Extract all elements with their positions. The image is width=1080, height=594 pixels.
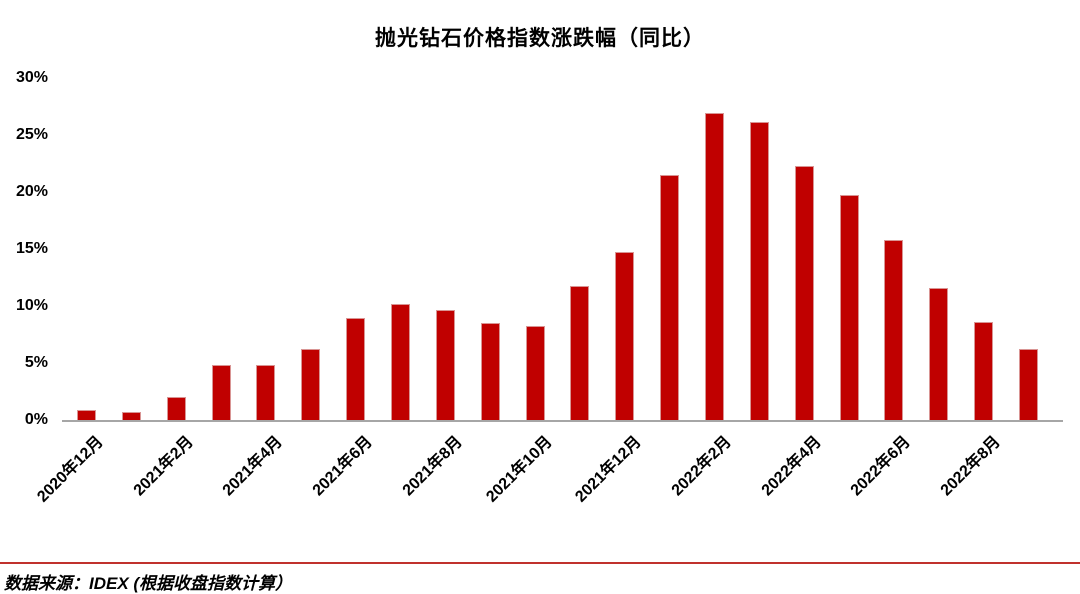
bar-2021年2月 (166, 397, 186, 421)
bar-2020年12月 (77, 409, 96, 421)
bar-2022年7月 (929, 287, 949, 421)
bar-2021年7月 (390, 303, 410, 421)
x-axis-labels: 2020年12月 2021年2月 2021年4月 2021年6月 2021年8月 2021… (34, 429, 1062, 549)
bar-2022年5月 (839, 195, 859, 421)
y-axis-labels: 0% 5% 10% 15% 20% 25% 30% (0, 0, 50, 430)
x-tick-label: 2020年12月 (34, 433, 107, 506)
x-tick-label: 2022年6月 (848, 433, 915, 500)
y-tick-label: 15% (15, 240, 48, 257)
bar-2022年3月 (749, 122, 769, 421)
bar-2022年4月 (794, 165, 814, 421)
x-tick-label: 2022年4月 (758, 433, 825, 500)
x-tick-label: 2021年4月 (220, 433, 287, 500)
y-tick-label: 0% (24, 411, 48, 428)
bars-container (62, 0, 1062, 421)
bar-2022年2月 (704, 113, 724, 421)
footer-separator-line (0, 562, 1080, 564)
x-tick-label: 2022年8月 (937, 433, 1004, 500)
x-axis-line (62, 420, 1063, 422)
bar-2021年3月 (211, 365, 231, 421)
bar-2022年1月 (660, 174, 680, 421)
x-tick-label: 2021年6月 (309, 433, 376, 500)
y-tick-label: 30% (15, 69, 48, 86)
bar-2021年8月 (435, 310, 455, 421)
bar-2021年10月 (525, 326, 545, 421)
x-tick-label: 2021年12月 (572, 433, 646, 506)
plot-area (62, 0, 1062, 421)
x-tick-label: 2021年10月 (482, 433, 556, 506)
y-tick-label: 5% (24, 354, 48, 371)
bar-2022年8月 (974, 321, 994, 421)
x-tick-label: 2021年2月 (130, 433, 197, 500)
bar-2021年4月 (256, 365, 276, 421)
y-tick-label: 10% (15, 297, 48, 314)
y-tick-label: 25% (15, 126, 48, 143)
bar-2021年12月 (615, 252, 635, 421)
bar-2021年5月 (301, 349, 321, 421)
bar-2021年11月 (570, 286, 590, 421)
bar-2022年6月 (884, 239, 904, 421)
chart-title: 抛光钻石价格指数涨跌幅（同比） (375, 27, 705, 50)
y-tick-label: 20% (15, 183, 48, 200)
bar-2021年6月 (346, 318, 366, 421)
x-tick-label: 2021年8月 (399, 433, 466, 500)
source-note: 数据来源：IDEX (根据收盘指数计算） (4, 574, 293, 593)
bar-2022年9月 (1018, 349, 1038, 421)
x-tick-label: 2022年2月 (668, 433, 735, 500)
bar-2021年1月 (121, 411, 141, 421)
bar-2021年9月 (480, 322, 500, 421)
